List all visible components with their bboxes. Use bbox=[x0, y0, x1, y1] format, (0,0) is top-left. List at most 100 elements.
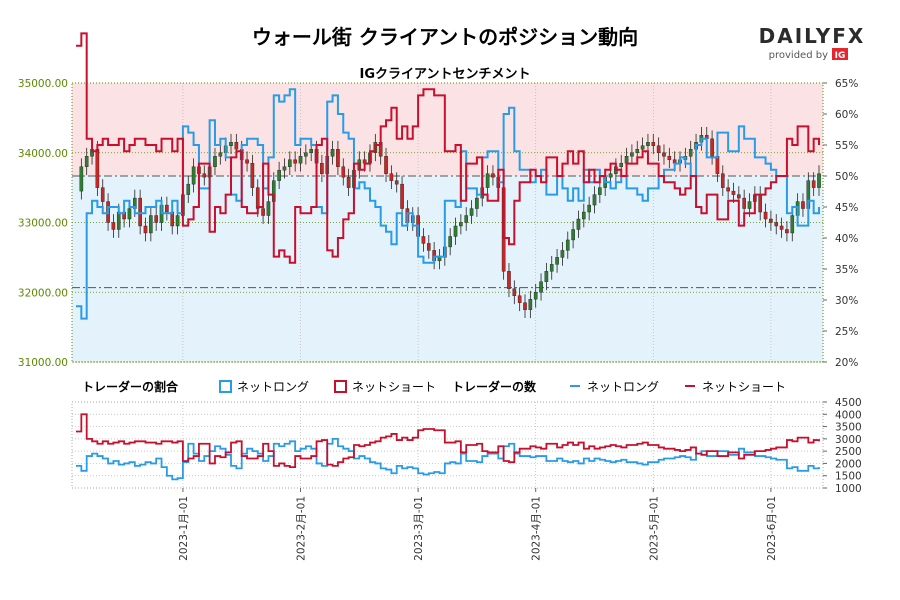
price-candle bbox=[293, 151, 297, 172]
percent-tick-label: 20% bbox=[835, 357, 858, 369]
price-candle bbox=[213, 147, 217, 176]
candle-body bbox=[635, 149, 640, 153]
legend-count-short-label: ネットショート bbox=[702, 380, 786, 394]
candle-body bbox=[667, 156, 672, 160]
price-candle bbox=[426, 235, 431, 259]
price-candle bbox=[801, 193, 805, 217]
candle-body bbox=[560, 250, 565, 258]
candle-body bbox=[512, 288, 517, 296]
candle-body bbox=[304, 152, 308, 157]
dailyfx-logo: DAILYFX provided by IG bbox=[759, 24, 864, 61]
candle-body bbox=[742, 197, 746, 209]
date-axis: 2023-1月-01 2023-2月-01 2023-3月-01 2023-4月-01… bbox=[178, 488, 778, 561]
count-tick-label: 1500 bbox=[835, 471, 862, 483]
price-candle bbox=[138, 189, 142, 235]
candle-body bbox=[528, 299, 533, 310]
candle-body bbox=[84, 156, 89, 167]
legend-long-box-icon bbox=[219, 380, 232, 393]
price-candle bbox=[785, 221, 789, 242]
price-candle bbox=[528, 290, 533, 319]
candle-body bbox=[218, 152, 223, 157]
count-tick-label: 1000 bbox=[835, 483, 862, 495]
candle-body bbox=[549, 264, 554, 272]
candle-body bbox=[448, 236, 452, 248]
price-candle bbox=[592, 186, 597, 214]
price-candle bbox=[288, 151, 292, 176]
count-tick-label: 2500 bbox=[835, 446, 862, 458]
price-candle bbox=[277, 161, 281, 190]
date-tick-label: 2023-5月-01 bbox=[648, 496, 660, 561]
legend-long-label: ネットロング bbox=[237, 380, 309, 394]
candle-body bbox=[651, 142, 656, 146]
candle-body bbox=[186, 183, 191, 195]
candle-body bbox=[811, 180, 816, 188]
price-candle bbox=[459, 214, 463, 235]
candle-body bbox=[582, 211, 586, 220]
candle-body bbox=[688, 149, 693, 157]
candle-body bbox=[116, 211, 121, 230]
price-candle bbox=[656, 137, 661, 162]
price-candle bbox=[218, 144, 223, 165]
candle-body bbox=[533, 292, 538, 300]
price-candle bbox=[346, 168, 351, 196]
candle-body bbox=[565, 239, 570, 251]
lower-frame bbox=[71, 401, 824, 489]
price-candle bbox=[667, 147, 672, 169]
candle-body bbox=[737, 194, 741, 199]
price-candle bbox=[769, 210, 773, 231]
candle-body bbox=[143, 225, 148, 234]
price-candle bbox=[710, 130, 714, 165]
candle-body bbox=[175, 215, 180, 227]
candle-body bbox=[127, 208, 132, 220]
price-sentiment-panel: 35000.00 34000.00 33000.00 32000.00 31000.00… bbox=[18, 32, 858, 369]
candle-body bbox=[507, 271, 511, 289]
lower-grid bbox=[72, 401, 823, 489]
price-candle bbox=[384, 147, 388, 183]
candle-body bbox=[555, 257, 559, 265]
price-candle bbox=[191, 158, 196, 193]
price-candle bbox=[298, 147, 303, 172]
price-candle bbox=[507, 262, 511, 298]
candle-body bbox=[576, 218, 581, 230]
candle-body bbox=[646, 142, 650, 146]
price-candle bbox=[517, 287, 522, 312]
percent-tick-label: 55% bbox=[835, 140, 858, 152]
candle-body bbox=[100, 187, 105, 202]
price-candle bbox=[304, 144, 308, 165]
candle-body bbox=[149, 215, 153, 234]
price-candle bbox=[389, 165, 394, 190]
upper-frame bbox=[71, 82, 824, 363]
price-candle bbox=[154, 207, 158, 231]
price-candle bbox=[202, 165, 207, 186]
price-candle bbox=[512, 280, 517, 305]
short-zone-background bbox=[72, 83, 823, 176]
candle-body bbox=[523, 302, 527, 310]
candle-body bbox=[234, 142, 239, 150]
candle-body bbox=[250, 163, 255, 188]
candle-body bbox=[571, 229, 575, 241]
candle-body bbox=[726, 187, 730, 192]
candle-body bbox=[400, 183, 404, 209]
net-long-percent-line bbox=[76, 88, 820, 320]
candle-body bbox=[710, 138, 714, 157]
candle-body bbox=[309, 149, 313, 153]
chart-title: ウォール街 クライアントのポジション動向 bbox=[252, 25, 638, 49]
candle-body bbox=[394, 180, 399, 185]
price-candle bbox=[763, 203, 768, 228]
ig-badge-icon bbox=[832, 48, 848, 60]
percent-tick-label: 25% bbox=[835, 326, 858, 338]
price-candle bbox=[79, 158, 84, 200]
candle-body bbox=[288, 159, 292, 167]
price-candle bbox=[245, 151, 249, 172]
candle-body bbox=[747, 201, 752, 209]
price-candle bbox=[576, 210, 581, 238]
price-candle bbox=[100, 179, 105, 210]
candle-body bbox=[608, 173, 613, 178]
candle-body bbox=[346, 176, 351, 188]
price-candle bbox=[565, 231, 570, 259]
legend-short-box-icon bbox=[334, 380, 347, 393]
price-candle bbox=[779, 217, 784, 238]
price-candle bbox=[774, 214, 779, 235]
price-tick-label: 35000.00 bbox=[18, 78, 68, 90]
price-candle bbox=[336, 140, 340, 176]
